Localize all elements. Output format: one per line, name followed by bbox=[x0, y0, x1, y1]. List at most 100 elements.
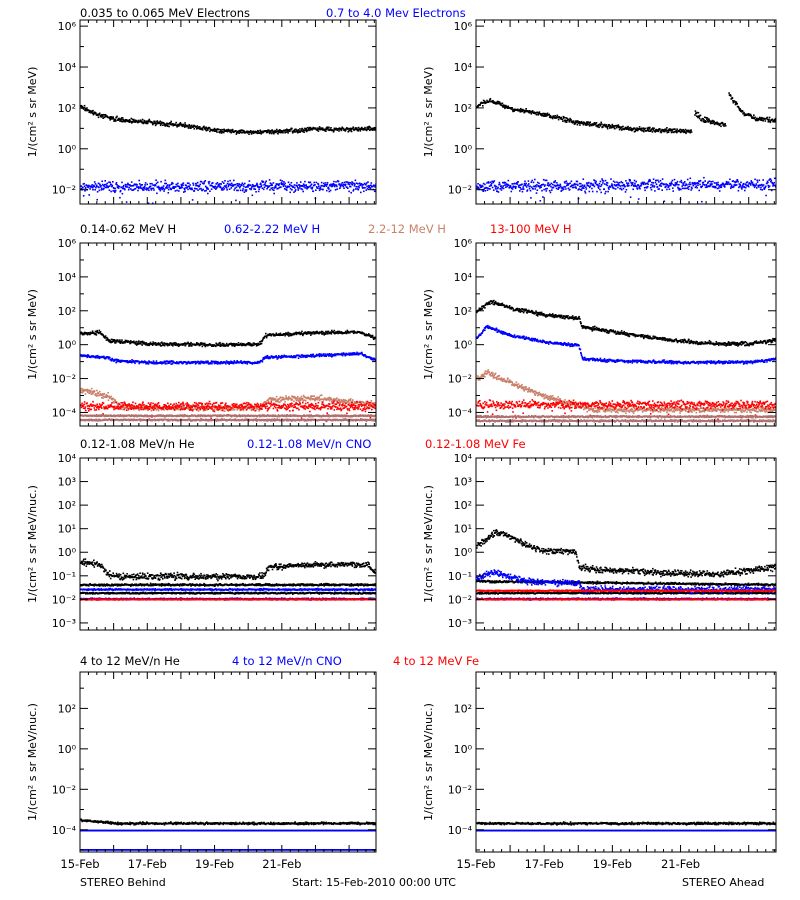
data-point bbox=[88, 111, 90, 114]
data-point bbox=[620, 129, 623, 131]
data-point bbox=[199, 361, 201, 364]
data-point bbox=[568, 120, 571, 122]
data-point bbox=[177, 182, 179, 185]
data-point bbox=[496, 101, 498, 104]
data-point bbox=[295, 333, 298, 336]
data-point bbox=[298, 131, 301, 133]
data-point bbox=[208, 407, 211, 410]
data-point bbox=[268, 333, 271, 336]
data-point bbox=[671, 130, 673, 132]
data-point bbox=[619, 127, 622, 130]
data-point bbox=[698, 117, 701, 120]
data-point bbox=[94, 183, 97, 185]
data-point bbox=[516, 183, 519, 185]
data-point bbox=[147, 187, 149, 190]
data-point bbox=[175, 362, 177, 364]
data-point bbox=[524, 184, 527, 186]
data-point bbox=[315, 353, 318, 356]
data-point bbox=[89, 333, 91, 335]
data-point bbox=[278, 401, 280, 403]
data-point bbox=[230, 129, 233, 132]
data-point bbox=[125, 339, 128, 342]
data-point bbox=[320, 353, 322, 355]
data-point bbox=[226, 129, 228, 132]
data-point bbox=[690, 186, 693, 189]
data-point bbox=[187, 185, 190, 188]
data-point bbox=[292, 356, 295, 359]
data-point bbox=[764, 120, 767, 122]
data-point bbox=[360, 128, 362, 130]
data-point bbox=[171, 343, 174, 345]
data-point bbox=[254, 130, 257, 133]
data-point bbox=[125, 186, 127, 188]
data-point bbox=[149, 341, 152, 344]
data-point bbox=[564, 182, 566, 184]
data-point bbox=[94, 357, 97, 359]
data-point bbox=[605, 125, 607, 128]
data-point bbox=[113, 118, 116, 121]
data-point bbox=[93, 391, 95, 394]
data-point bbox=[300, 129, 303, 131]
data-point bbox=[290, 355, 293, 357]
data-point bbox=[705, 183, 708, 186]
data-point bbox=[237, 132, 239, 134]
data-point bbox=[283, 398, 286, 401]
data-point bbox=[324, 333, 327, 335]
data-point bbox=[250, 187, 253, 189]
data-point bbox=[669, 184, 672, 187]
data-point bbox=[91, 392, 93, 394]
data-point bbox=[249, 361, 251, 363]
data-point bbox=[185, 124, 187, 127]
data-point bbox=[724, 123, 726, 125]
data-point bbox=[355, 127, 357, 129]
data-point bbox=[277, 399, 280, 401]
data-point bbox=[268, 131, 270, 133]
data-point bbox=[183, 124, 185, 126]
data-point bbox=[642, 129, 644, 131]
data-point bbox=[604, 192, 606, 195]
data-point bbox=[184, 122, 186, 124]
data-point bbox=[328, 190, 331, 193]
data-point bbox=[708, 180, 711, 182]
data-point bbox=[516, 108, 519, 111]
data-point bbox=[87, 186, 90, 189]
data-point bbox=[275, 355, 278, 357]
data-point bbox=[115, 340, 118, 343]
data-point bbox=[340, 129, 343, 132]
data-point bbox=[622, 125, 624, 128]
data-point bbox=[582, 186, 584, 188]
data-point bbox=[265, 185, 268, 187]
data-point bbox=[328, 354, 331, 357]
data-point bbox=[250, 130, 252, 133]
data-point bbox=[276, 400, 278, 403]
data-point bbox=[130, 185, 133, 187]
data-point bbox=[605, 190, 607, 193]
data-point bbox=[99, 184, 101, 186]
data-point bbox=[99, 393, 102, 395]
data-point bbox=[760, 118, 763, 120]
data-point bbox=[309, 399, 312, 401]
data-point bbox=[90, 110, 93, 112]
data-point bbox=[272, 130, 275, 133]
data-point bbox=[248, 344, 251, 346]
data-point bbox=[220, 186, 222, 189]
data-point bbox=[261, 187, 264, 189]
data-point bbox=[495, 188, 497, 190]
data-point bbox=[130, 181, 133, 183]
data-point bbox=[103, 355, 105, 358]
data-point bbox=[368, 185, 371, 187]
data-point bbox=[229, 131, 231, 133]
data-point bbox=[110, 338, 113, 341]
data-point bbox=[319, 394, 322, 397]
data-point bbox=[176, 344, 179, 347]
data-point bbox=[180, 361, 183, 363]
data-point bbox=[600, 123, 603, 125]
data-point bbox=[192, 125, 195, 128]
data-point bbox=[359, 130, 362, 132]
data-point bbox=[374, 186, 376, 188]
data-point bbox=[706, 117, 709, 119]
data-point bbox=[768, 118, 770, 121]
data-point bbox=[110, 183, 113, 186]
data-point bbox=[167, 188, 170, 191]
data-point bbox=[113, 187, 115, 190]
